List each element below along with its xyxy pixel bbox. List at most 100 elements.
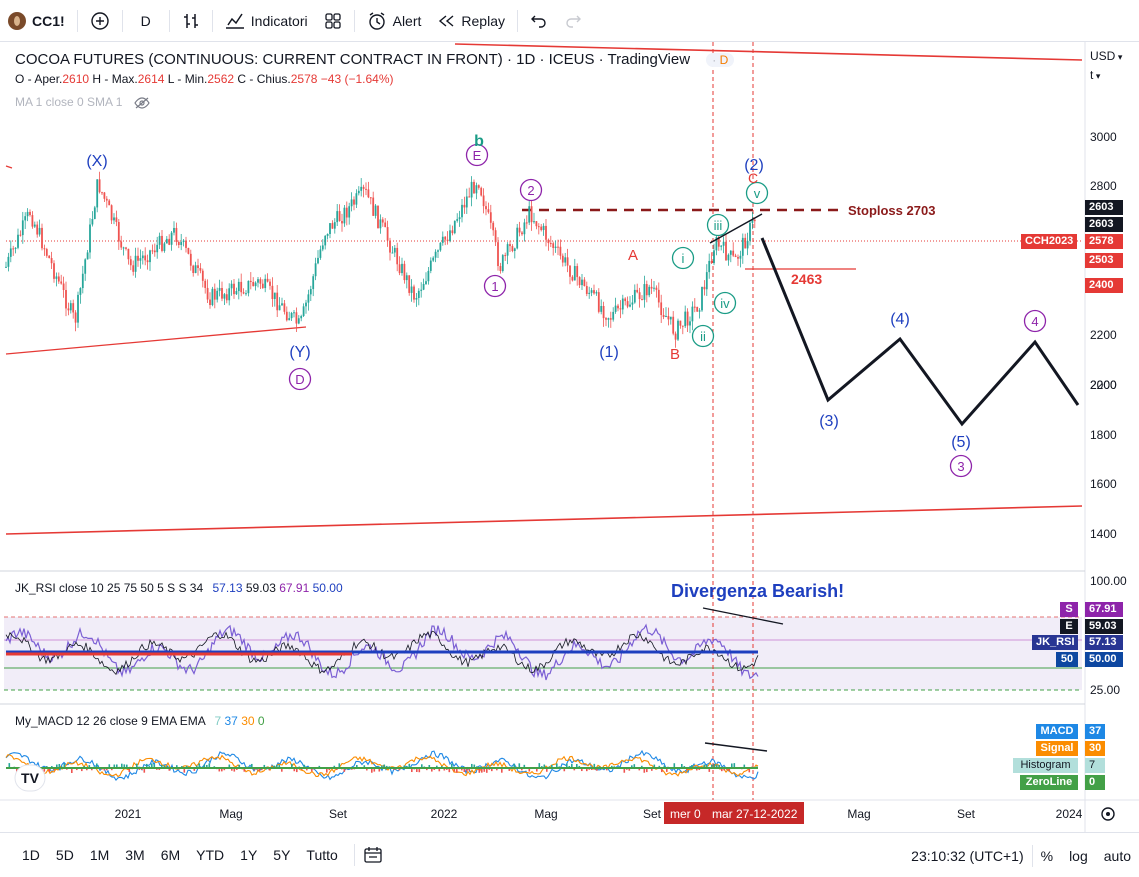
macd-histogram-bar	[638, 768, 641, 771]
indicators-button[interactable]: Indicatori	[217, 6, 316, 36]
candle-body	[458, 217, 461, 220]
replay-button[interactable]: Replay	[429, 6, 513, 36]
candle-body	[26, 211, 29, 217]
range-button[interactable]: 1D	[22, 847, 40, 863]
range-button[interactable]: 6M	[160, 847, 181, 863]
candle-body	[408, 275, 411, 293]
rsi-tag-value: 67.91	[1085, 602, 1123, 617]
chart-canvas[interactable]: (X) (Y) D E b 2 1 (1) A B i ii iii iv v …	[0, 42, 1139, 832]
candle-body	[249, 280, 252, 283]
candle-body	[463, 204, 466, 208]
candle-body	[672, 316, 675, 334]
candle-body	[732, 250, 735, 256]
macd-histogram-bar	[128, 768, 131, 772]
range-button[interactable]: Tutto	[306, 847, 338, 863]
interval-button[interactable]: D	[127, 6, 165, 36]
settings-gear-icon[interactable]	[1101, 807, 1115, 821]
redo-button[interactable]	[556, 6, 590, 36]
macd-histogram-bar	[658, 765, 661, 768]
candle-body	[485, 206, 487, 210]
macd-histogram-bar	[586, 768, 588, 772]
macd-histogram-bar	[473, 764, 476, 768]
log-toggle[interactable]: log	[1069, 847, 1088, 864]
candle-body	[427, 270, 430, 282]
hidden-eye-icon[interactable]	[134, 97, 150, 109]
macd-histogram-bar	[136, 763, 138, 768]
undo-button[interactable]	[522, 6, 556, 36]
compare-button[interactable]	[82, 6, 118, 36]
candle-body	[521, 232, 523, 235]
candle-body	[684, 311, 687, 327]
candle-body	[91, 218, 94, 225]
macd-histogram-bar	[363, 765, 366, 768]
candle-body	[374, 205, 377, 216]
candle-body	[341, 221, 343, 224]
candle-body	[93, 207, 96, 219]
macd-histogram-bar	[16, 768, 18, 772]
clock-display[interactable]: 23:10:32 (UTC+1)	[911, 847, 1024, 864]
range-button[interactable]: 1M	[89, 847, 110, 863]
symbol-search[interactable]: CC1!	[0, 6, 73, 36]
macd-histogram-bar	[176, 765, 178, 768]
range-button[interactable]: 1Y	[240, 847, 258, 863]
candle-body	[266, 278, 269, 282]
macd-legend: My_MACD 12 26 close 9 EMA EMA 7 37 30 0	[15, 714, 265, 728]
candle-body	[295, 312, 298, 324]
candle-body	[468, 196, 471, 198]
candle-body	[384, 222, 387, 228]
candle-body	[125, 247, 127, 249]
candle-body	[617, 305, 619, 309]
candle-body	[36, 224, 39, 235]
price-tick: 1600	[1090, 477, 1117, 491]
candle-body	[729, 250, 732, 255]
macd-histogram-bar	[521, 768, 523, 771]
candle-body	[429, 260, 432, 271]
ohlc-low-value: 2562	[207, 72, 235, 86]
range-button[interactable]: YTD	[196, 847, 225, 863]
range-button[interactable]: 5D	[55, 847, 74, 863]
cocoa-symbol-icon	[8, 11, 26, 30]
candle-body	[674, 333, 677, 340]
rsi-legend-name: JK_RSI	[15, 581, 56, 595]
percent-toggle[interactable]: %	[1040, 847, 1054, 864]
candle-body	[727, 254, 730, 261]
wave-1-circle	[483, 274, 507, 298]
date-range-icon[interactable]	[363, 846, 383, 864]
chart-area[interactable]: (X) (Y) D E b 2 1 (1) A B i ii iii iv v …	[0, 42, 1139, 832]
currency-selector[interactable]: USD ▾	[1090, 49, 1123, 63]
wave-ii-circle	[691, 324, 715, 348]
ohlc-legend: O - Aper.2610 H - Max.2614 L - Min.2562 …	[15, 72, 394, 86]
candle-body	[53, 263, 55, 279]
macd-histogram-bar	[571, 764, 573, 768]
time-tick: 2024	[1056, 807, 1083, 821]
auto-toggle[interactable]: auto	[1103, 847, 1131, 864]
macd-tag-label: MACD	[1036, 724, 1078, 739]
chart-type-button[interactable]	[174, 6, 208, 36]
macd-histogram-bar	[466, 768, 468, 772]
range-button[interactable]: 3M	[125, 847, 145, 863]
price-tick: 2000	[1090, 378, 1117, 392]
time-tick: 2021	[115, 807, 142, 821]
candle-body	[79, 288, 82, 295]
candle-body	[600, 306, 603, 312]
candle-body	[307, 294, 310, 303]
candle-body	[739, 255, 742, 259]
candle-body	[180, 242, 183, 246]
rsi-tick: 100.00	[1090, 574, 1127, 588]
candle-body	[254, 282, 257, 287]
candle-body	[619, 308, 622, 310]
macd-histogram-bar	[581, 768, 583, 772]
alert-button[interactable]: Alert	[359, 6, 430, 36]
unit-selector[interactable]: t ▾	[1090, 68, 1101, 82]
candle-body	[525, 222, 528, 224]
templates-button[interactable]	[316, 6, 350, 36]
macd-histogram-bar	[731, 763, 733, 768]
ma-legend[interactable]: MA 1 close 0 SMA 1	[15, 95, 150, 109]
redo-icon	[566, 15, 581, 28]
macd-histogram-bar	[461, 768, 463, 771]
wave-b-upper-label: B	[670, 346, 680, 363]
range-button[interactable]: 5Y	[273, 847, 291, 863]
candle-body	[425, 281, 427, 284]
candle-body	[530, 206, 533, 223]
macd-tag-label: Signal	[1036, 741, 1078, 756]
